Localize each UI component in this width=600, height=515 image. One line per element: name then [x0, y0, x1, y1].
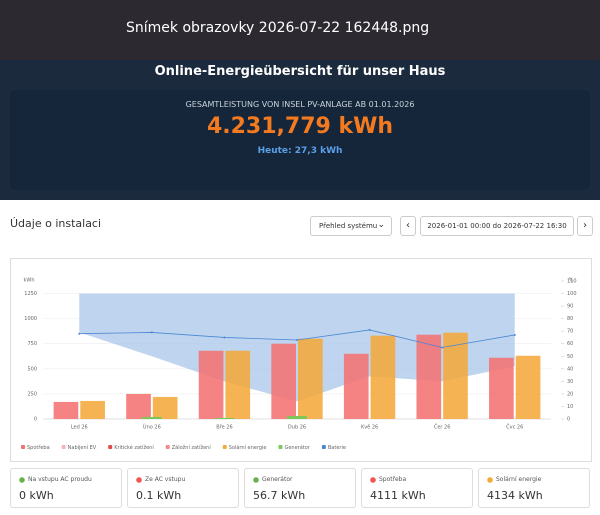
card-value: 4134 kWh [487, 489, 543, 502]
y2-tick-label: 60 [567, 341, 573, 347]
battery-point [296, 338, 298, 341]
bar [152, 396, 178, 419]
select-text: Přehled systému [319, 222, 378, 230]
bar [80, 400, 105, 419]
legend-label: Generátor [284, 444, 310, 451]
legend-swatch [165, 445, 170, 449]
stat-card: Solární energie 4134 kWh [478, 468, 590, 508]
legend-swatch [321, 445, 326, 449]
y-tick-label: 750 [27, 341, 37, 347]
legend-label: Spotřeba [27, 444, 50, 451]
stat-card: Generátor 56.7 kWh [244, 468, 356, 508]
legend-label: Solární energie [229, 444, 267, 451]
legend-swatch [278, 445, 283, 449]
y2-tick-label: 90 [567, 304, 573, 310]
y2-tick-label: 110 [567, 279, 577, 285]
y-tick-label: 1000 [24, 316, 37, 322]
next-button[interactable]: › [577, 216, 593, 236]
y2-tick-label: 80 [567, 316, 573, 322]
card-label: Ze AC vstupu [136, 476, 186, 483]
stat-card: Ze AC vstupu 0.1 kWh [127, 468, 239, 508]
card-label: Generátor [253, 476, 293, 483]
legend-swatch [61, 445, 66, 449]
bar [489, 357, 514, 419]
battery-range [79, 293, 515, 402]
legend-label: Kritické zatížení [114, 444, 154, 451]
y-tick-label: 1250 [24, 291, 37, 297]
x-tick-label: Úno 26 [143, 424, 161, 431]
total: 4.231,779 kWh [206, 114, 394, 139]
legend-swatch [108, 445, 113, 449]
y-tick-label: 0 [34, 417, 37, 423]
legend-label: Záložní zatížení [172, 444, 212, 451]
window-title: Snímek obrazovky 2026-07-22 162448.png [126, 20, 430, 36]
y2-tick-label: 40 [567, 366, 573, 372]
chart-box: kWh% 0 250 500 750 1000 1250 0 10 20 30 40 50 60 70 80 9… [10, 258, 592, 462]
x-tick-label: Dub 26 [288, 425, 306, 431]
y-axis-label: kWh [23, 278, 34, 284]
total-card: GESAMTLEISTUNG VON INSEL PV-ANLAGE AB 01… [10, 90, 590, 190]
y2-axis-label: % [569, 278, 574, 284]
bar [298, 338, 323, 419]
y-tick-label: 500 [27, 366, 37, 372]
view-select[interactable]: Přehled systému ⌄ [310, 216, 392, 236]
card-label: Na vstupu AC proudu [19, 476, 92, 483]
bar [343, 353, 369, 419]
y2-tick-label: 30 [567, 379, 573, 385]
card-value: 4111 kWh [370, 489, 426, 502]
y2-tick-label: 20 [567, 391, 573, 397]
bar [225, 350, 251, 419]
card-label: Spotřeba [370, 476, 407, 483]
prev-button[interactable]: ‹ [400, 216, 416, 236]
x-tick-label: Bře 26 [216, 424, 232, 431]
battery-point [441, 346, 444, 349]
bar [287, 415, 307, 419]
y2-tick-label: 0 [567, 417, 570, 423]
y-tick-label: 250 [27, 391, 37, 397]
legend-swatch [222, 445, 227, 449]
bar [214, 417, 235, 419]
y2-tick-label: 100 [567, 291, 577, 297]
bar [515, 355, 541, 419]
card-value: 0 kWh [19, 489, 54, 502]
bar [370, 335, 396, 419]
card-value: 56.7 kWh [253, 489, 306, 502]
bar [416, 334, 442, 419]
heading: Údaje o instalaci [10, 217, 102, 230]
banner: Online-Energieübersicht für unser Haus G… [0, 60, 600, 200]
date-range[interactable]: 2026-01-01 00:00 do 2026-07-22 16:30 [420, 216, 574, 236]
battery-point [150, 331, 153, 334]
battery-point [78, 332, 81, 335]
caption: GESAMTLEISTUNG VON INSEL PV-ANLAGE AB 01… [185, 100, 415, 109]
legend-swatch [21, 445, 25, 449]
x-tick-label: Kvě 26 [361, 424, 378, 431]
y2-tick-label: 70 [567, 329, 573, 335]
battery-point [513, 333, 516, 336]
today: Heute: 27,3 kWh [257, 146, 343, 156]
legend-label: Nabíjení EV [68, 444, 97, 451]
y2-tick-label: 50 [567, 354, 573, 360]
bar [271, 343, 296, 419]
battery-point [368, 328, 371, 331]
x-tick-label: Čvc 26 [506, 424, 523, 431]
bar [443, 332, 468, 419]
legend-label: Baterie [328, 445, 346, 451]
x-tick-label: Čer 26 [434, 424, 451, 431]
bar [198, 350, 224, 419]
stat-card: Spotřeba 4111 kWh [361, 468, 473, 508]
bar [141, 416, 162, 419]
x-tick-label: Led 26 [71, 425, 88, 431]
window-titlebar: Snímek obrazovky 2026-07-22 162448.png [0, 0, 600, 60]
chart: kWh % 0 250 500 750 1000 1250 0 10 20 30 40 50 60 70 80 9… [21, 278, 577, 451]
bar [126, 393, 151, 419]
bar [53, 401, 79, 419]
card-label: Solární energie [487, 476, 542, 483]
stat-card: Na vstupu AC proudu 0 kWh [10, 468, 122, 508]
y2-tick-label: 10 [567, 404, 573, 410]
card-value: 0.1 kWh [136, 489, 182, 502]
battery-point [223, 336, 226, 339]
banner-title: Online-Energieübersicht für unser Haus [154, 64, 446, 79]
